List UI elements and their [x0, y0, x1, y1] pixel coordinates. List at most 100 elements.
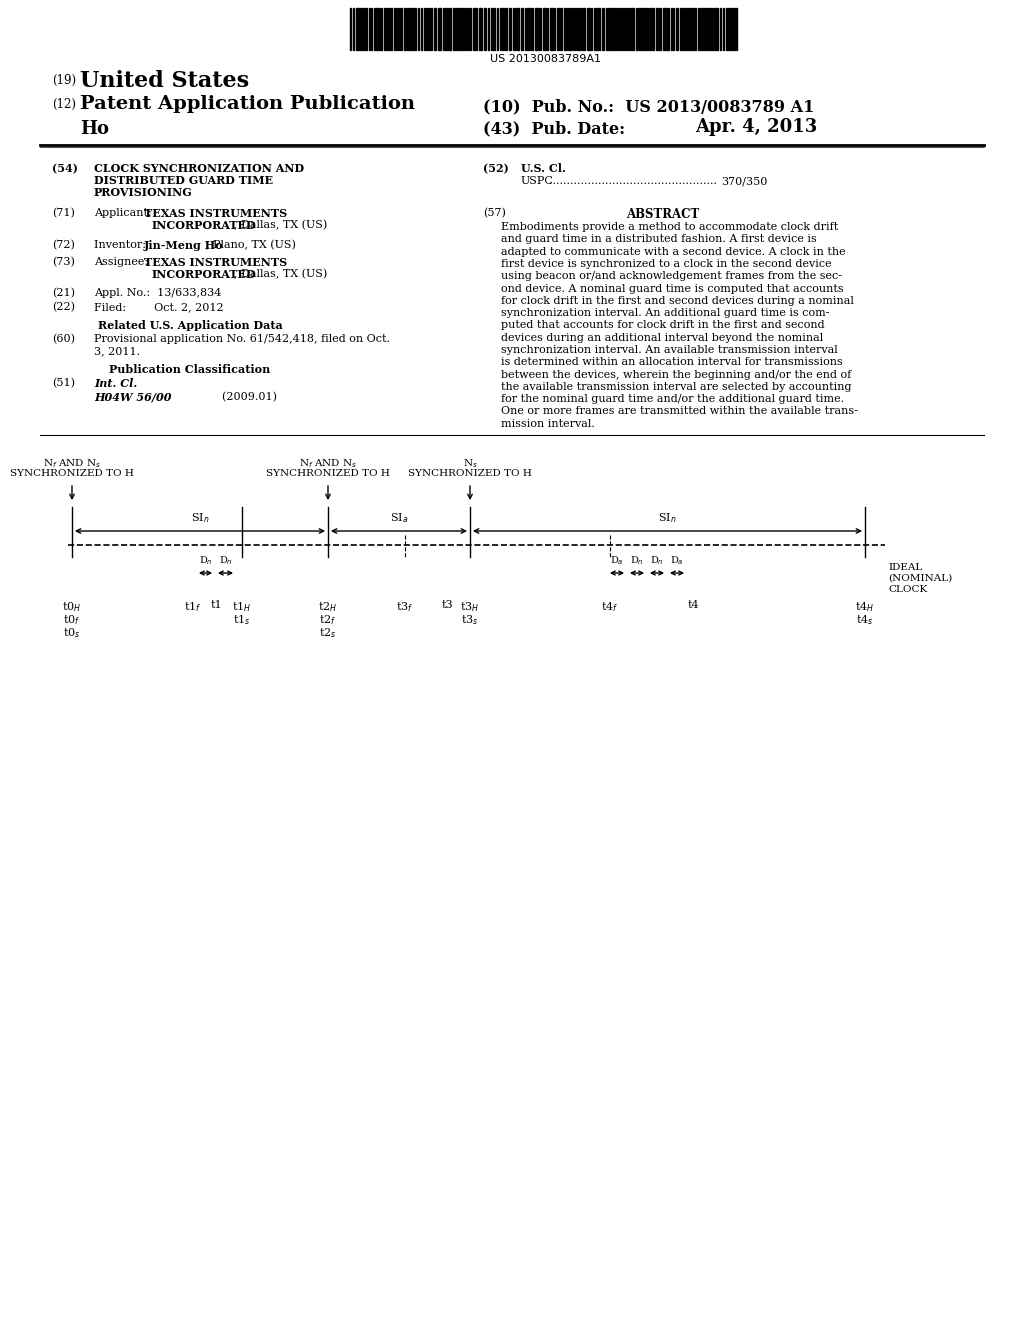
Bar: [642, 8, 645, 50]
Bar: [390, 8, 392, 50]
Text: Jin-Meng Ho: Jin-Meng Ho: [144, 240, 223, 251]
Text: (19): (19): [52, 74, 76, 87]
Text: INCORPORATED: INCORPORATED: [152, 220, 257, 231]
Bar: [666, 8, 669, 50]
Text: ABSTRACT: ABSTRACT: [627, 209, 699, 220]
Bar: [360, 8, 362, 50]
Bar: [505, 8, 507, 50]
Text: Related U.S. Application Data: Related U.S. Application Data: [97, 319, 283, 331]
Text: t2$_f$: t2$_f$: [319, 612, 337, 627]
Text: Appl. No.:  13/633,834: Appl. No.: 13/633,834: [94, 288, 221, 298]
Text: PROVISIONING: PROVISIONING: [94, 187, 193, 198]
Bar: [438, 8, 441, 50]
Text: SI$_n$: SI$_n$: [190, 511, 209, 525]
Text: (2009.01): (2009.01): [166, 392, 278, 403]
Text: Filed:        Oct. 2, 2012: Filed: Oct. 2, 2012: [94, 302, 223, 312]
Bar: [380, 8, 382, 50]
Text: t4: t4: [687, 601, 698, 610]
Bar: [550, 8, 553, 50]
Bar: [569, 8, 571, 50]
Text: IDEAL: IDEAL: [888, 564, 923, 572]
Bar: [453, 8, 455, 50]
Bar: [598, 8, 600, 50]
Bar: [656, 8, 658, 50]
Text: between the devices, wherein the beginning and/or the end of: between the devices, wherein the beginni…: [501, 370, 851, 380]
Bar: [715, 8, 718, 50]
Text: Publication Classification: Publication Classification: [110, 364, 270, 375]
Text: (43)  Pub. Date:: (43) Pub. Date:: [483, 120, 625, 137]
Text: t1$_s$: t1$_s$: [233, 612, 251, 627]
Text: SI$_a$: SI$_a$: [390, 511, 409, 525]
Bar: [698, 8, 700, 50]
Bar: [521, 8, 523, 50]
Bar: [456, 8, 458, 50]
Text: Patent Application Publication: Patent Application Publication: [80, 95, 415, 114]
Text: TEXAS INSTRUMENTS: TEXAS INSTRUMENTS: [144, 257, 287, 268]
Bar: [535, 8, 538, 50]
Text: H04W 56/00: H04W 56/00: [94, 392, 171, 403]
Text: t2$_s$: t2$_s$: [319, 626, 337, 640]
Text: t3$_H$: t3$_H$: [461, 601, 479, 614]
Bar: [631, 8, 634, 50]
Bar: [539, 8, 541, 50]
Text: (22): (22): [52, 302, 75, 313]
Text: first device is synchronized to a clock in the second device: first device is synchronized to a clock …: [501, 259, 831, 269]
Text: One or more frames are transmitted within the available trans-: One or more frames are transmitted withi…: [501, 407, 858, 417]
Bar: [434, 8, 436, 50]
Text: SYNCHRONIZED TO H: SYNCHRONIZED TO H: [10, 469, 134, 478]
Bar: [356, 8, 359, 50]
Text: adapted to communicate with a second device. A clock in the: adapted to communicate with a second dev…: [501, 247, 846, 256]
Bar: [386, 8, 389, 50]
Text: N$_f$ AND N$_s$: N$_f$ AND N$_s$: [43, 457, 101, 470]
Bar: [652, 8, 654, 50]
Bar: [449, 8, 451, 50]
Bar: [726, 8, 728, 50]
Text: (57): (57): [483, 209, 506, 218]
Text: t0$_f$: t0$_f$: [63, 612, 81, 627]
Bar: [509, 8, 511, 50]
Text: Apr. 4, 2013: Apr. 4, 2013: [695, 117, 817, 136]
Bar: [587, 8, 590, 50]
Text: , Dallas, TX (US): , Dallas, TX (US): [234, 220, 328, 231]
Text: U.S. Cl.: U.S. Cl.: [521, 162, 566, 174]
Bar: [729, 8, 732, 50]
Bar: [680, 8, 682, 50]
Text: N$_s$: N$_s$: [463, 457, 477, 470]
Text: (52): (52): [483, 162, 509, 174]
Text: Embodiments provide a method to accommodate clock drift: Embodiments provide a method to accommod…: [501, 222, 839, 232]
Text: t4$_H$: t4$_H$: [855, 601, 874, 614]
Bar: [583, 8, 585, 50]
Text: SYNCHRONIZED TO H: SYNCHRONIZED TO H: [266, 469, 390, 478]
Text: Int. Cl.: Int. Cl.: [94, 378, 137, 389]
Bar: [557, 8, 559, 50]
Bar: [610, 8, 613, 50]
Bar: [484, 8, 486, 50]
Bar: [527, 8, 529, 50]
Text: puted that accounts for clock drift in the first and second: puted that accounts for clock drift in t…: [501, 321, 824, 330]
Text: t0$_s$: t0$_s$: [63, 626, 81, 640]
Text: CLOCK: CLOCK: [888, 585, 928, 594]
Text: devices during an additional interval beyond the nominal: devices during an additional interval be…: [501, 333, 823, 343]
Bar: [685, 8, 687, 50]
Text: t2$_H$: t2$_H$: [318, 601, 338, 614]
Bar: [461, 8, 463, 50]
Bar: [407, 8, 409, 50]
Text: t4$_s$: t4$_s$: [856, 612, 873, 627]
Bar: [594, 8, 597, 50]
Text: t3: t3: [441, 601, 453, 610]
Bar: [412, 8, 414, 50]
Text: 370/350: 370/350: [721, 176, 767, 186]
Text: synchronization interval. An additional guard time is com-: synchronization interval. An additional …: [501, 308, 829, 318]
Bar: [659, 8, 662, 50]
Text: Provisional application No. 61/542,418, filed on Oct.: Provisional application No. 61/542,418, …: [94, 334, 390, 345]
Bar: [646, 8, 648, 50]
Text: United States: United States: [80, 70, 249, 92]
Text: ond device. A nominal guard time is computed that accounts: ond device. A nominal guard time is comp…: [501, 284, 844, 293]
Text: TEXAS INSTRUMENTS: TEXAS INSTRUMENTS: [144, 209, 287, 219]
Bar: [701, 8, 703, 50]
Text: (71): (71): [52, 209, 75, 218]
Text: , Dallas, TX (US): , Dallas, TX (US): [234, 269, 328, 280]
Bar: [688, 8, 691, 50]
Bar: [614, 8, 616, 50]
Text: D$_n$: D$_n$: [630, 554, 644, 568]
